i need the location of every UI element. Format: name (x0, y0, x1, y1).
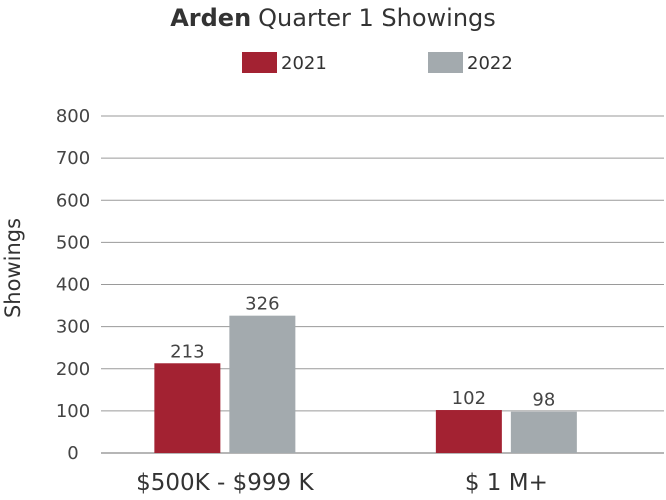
chart-title-rest: Quarter 1 Showings (258, 4, 496, 32)
x-tick-label: $500K - $999 K (136, 470, 314, 496)
bars: 213 326 102 98 (154, 294, 577, 453)
x-tick-label: $ 1 M+ (465, 470, 548, 496)
y-axis-title: Showings (1, 218, 25, 318)
y-tick-label: 600 (56, 190, 90, 211)
y-tick-label: 100 (56, 401, 90, 422)
x-axis: $500K - $999 K $ 1 M+ (136, 470, 548, 496)
bar-2021-1 (435, 410, 502, 453)
y-tick-label: 300 (56, 317, 90, 338)
data-label: 213 (170, 341, 204, 362)
data-label: 102 (452, 388, 486, 409)
legend-label-2021: 2021 (281, 53, 327, 74)
y-axis: 0 100 200 300 400 500 600 700 800 (56, 106, 90, 464)
bar-2022-1 (510, 411, 577, 453)
data-label: 326 (245, 294, 279, 315)
legend-swatch-2022 (428, 52, 463, 73)
data-label: 98 (532, 390, 555, 411)
chart-title: Arden Quarter 1 Showings (170, 4, 496, 32)
y-tick-label: 800 (56, 106, 90, 127)
y-tick-label: 700 (56, 148, 90, 169)
chart-title-bold: Arden (170, 4, 251, 32)
y-tick-label: 400 (56, 275, 90, 296)
bar-2022-0 (229, 315, 296, 453)
legend-swatch-2021 (242, 52, 277, 73)
y-tick-label: 200 (56, 359, 90, 380)
legend-label-2022: 2022 (467, 53, 513, 74)
legend: 2021 2022 (242, 52, 513, 74)
y-tick-label: 500 (56, 232, 90, 253)
y-tick-label: 0 (67, 443, 78, 464)
bar-2021-0 (154, 363, 221, 453)
